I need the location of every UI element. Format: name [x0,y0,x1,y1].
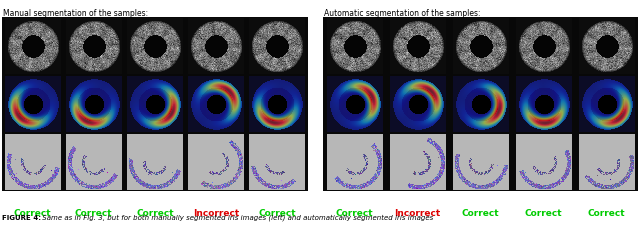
Bar [323,133,386,191]
Bar [2,17,63,75]
Text: Correct: Correct [588,209,625,217]
Text: Correct: Correct [14,209,51,217]
Text: Correct: Correct [336,209,373,217]
Bar [63,17,124,75]
Bar [575,17,638,75]
Bar [449,133,512,191]
Bar [186,133,247,191]
Bar [247,17,308,75]
Bar [124,75,186,133]
Bar [449,17,512,75]
Bar [575,133,638,191]
Bar [512,133,575,191]
Bar [63,133,124,191]
Text: Manual segmentation of the samples:: Manual segmentation of the samples: [3,9,148,18]
Bar [247,133,308,191]
Bar [386,75,449,133]
Text: Correct: Correct [461,209,499,217]
Bar [575,75,638,133]
Text: FIGURE 4:: FIGURE 4: [2,215,41,221]
Bar [386,17,449,75]
Bar [124,133,186,191]
Bar [63,75,124,133]
Bar [2,75,63,133]
Bar [124,17,186,75]
Text: Same as in Fig. 3, but for both manually segmented iris images (left) and automa: Same as in Fig. 3, but for both manually… [40,214,433,221]
Text: Correct: Correct [136,209,174,217]
Bar [512,17,575,75]
Bar [247,75,308,133]
Text: Incorrect: Incorrect [193,209,239,217]
Text: Incorrect: Incorrect [394,209,440,217]
Text: Correct: Correct [259,209,296,217]
Bar [512,75,575,133]
Bar [2,133,63,191]
Bar [449,75,512,133]
Bar [186,75,247,133]
Bar [386,133,449,191]
Bar [323,17,386,75]
Bar [323,75,386,133]
Text: Correct: Correct [525,209,563,217]
Text: Automatic segmentation of the samples:: Automatic segmentation of the samples: [324,9,481,18]
Bar [186,17,247,75]
Text: Correct: Correct [75,209,113,217]
